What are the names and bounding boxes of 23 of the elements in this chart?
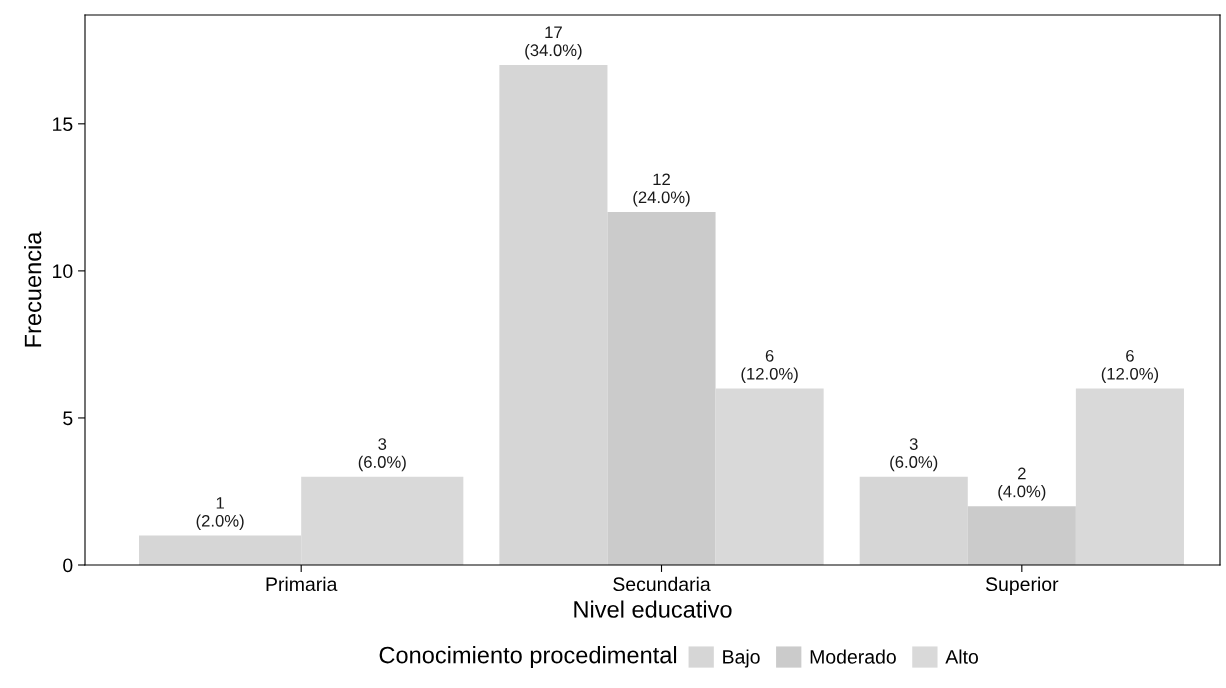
x-tick-label: Primaria: [266, 576, 338, 592]
x-axis-title: Nivel educativo: [574, 600, 732, 618]
bar: [1075, 388, 1184, 565]
y-tick-label: 5: [63, 411, 73, 426]
legend-label: Alto: [945, 649, 978, 664]
data-label: 12 (24.0%): [633, 173, 690, 207]
legend-title: Conocimiento procedimental: [379, 646, 677, 669]
data-label: 6 (12.0%): [1101, 349, 1159, 383]
data-label: 1 (2.0%): [196, 497, 244, 531]
data-label: 2 (4.0%): [998, 467, 1046, 501]
data-label: 6 (12.0%): [741, 349, 798, 383]
legend-label: Bajo: [723, 649, 760, 668]
y-axis-title: Frecuencia: [24, 231, 42, 347]
data-label: 17 (34.0%): [525, 26, 582, 60]
x-tick-label: Superior: [985, 576, 1059, 595]
data-label: 3 (6.0%): [890, 438, 938, 472]
y-tick-label: 10: [53, 264, 73, 279]
bar: [715, 388, 824, 565]
y-tick-label: 0: [63, 558, 73, 573]
data-label: 3 (6.0%): [358, 438, 406, 472]
x-tick-label: Secundaria: [613, 576, 711, 592]
y-tick-label: 15: [53, 117, 73, 132]
legend-label: Moderado: [810, 649, 896, 664]
